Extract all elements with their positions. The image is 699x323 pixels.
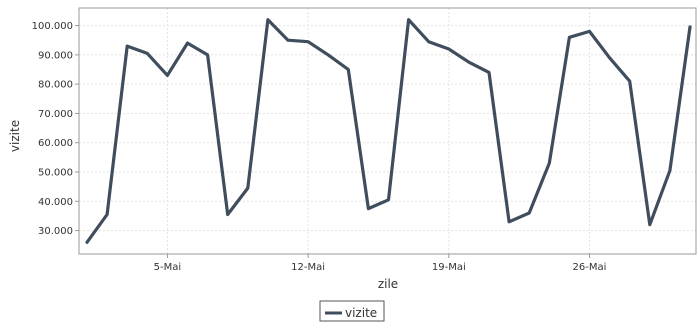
series-line-vizite (85, 18, 692, 244)
y-tick-label: 60.000 (38, 138, 73, 149)
legend-box (319, 300, 385, 322)
x-tick-label: 12-Mai (291, 262, 325, 273)
y-tick-label: 70.000 (38, 109, 73, 120)
x-tick-label: 26-Mai (573, 262, 607, 273)
legend-label: vizite (345, 306, 377, 320)
y-tick-label: 50.000 (38, 168, 73, 179)
series-lines (85, 18, 692, 244)
x-tick-label: 19-Mai (432, 262, 466, 273)
y-tick-label: 40.000 (38, 197, 73, 208)
plot-frame (78, 7, 697, 255)
x-axis-ticks: 5-Mai 12-Mai 19-Mai 26-Mai (154, 254, 607, 273)
y-tick-label: 100.000 (32, 21, 73, 32)
y-axis-ticks: 30.000 40.000 50.000 60.000 70.000 80.000 90.0… (32, 21, 79, 237)
y-tick-label: 80.000 (38, 80, 73, 91)
legend: vizite (319, 300, 385, 322)
x-axis-label: zile (378, 277, 398, 291)
y-tick-label: 30.000 (38, 226, 73, 237)
y-axis-label: vizite (8, 120, 22, 152)
y-tick-label: 90.000 (38, 50, 73, 61)
grid (79, 8, 696, 254)
x-tick-label: 5-Mai (154, 262, 182, 273)
